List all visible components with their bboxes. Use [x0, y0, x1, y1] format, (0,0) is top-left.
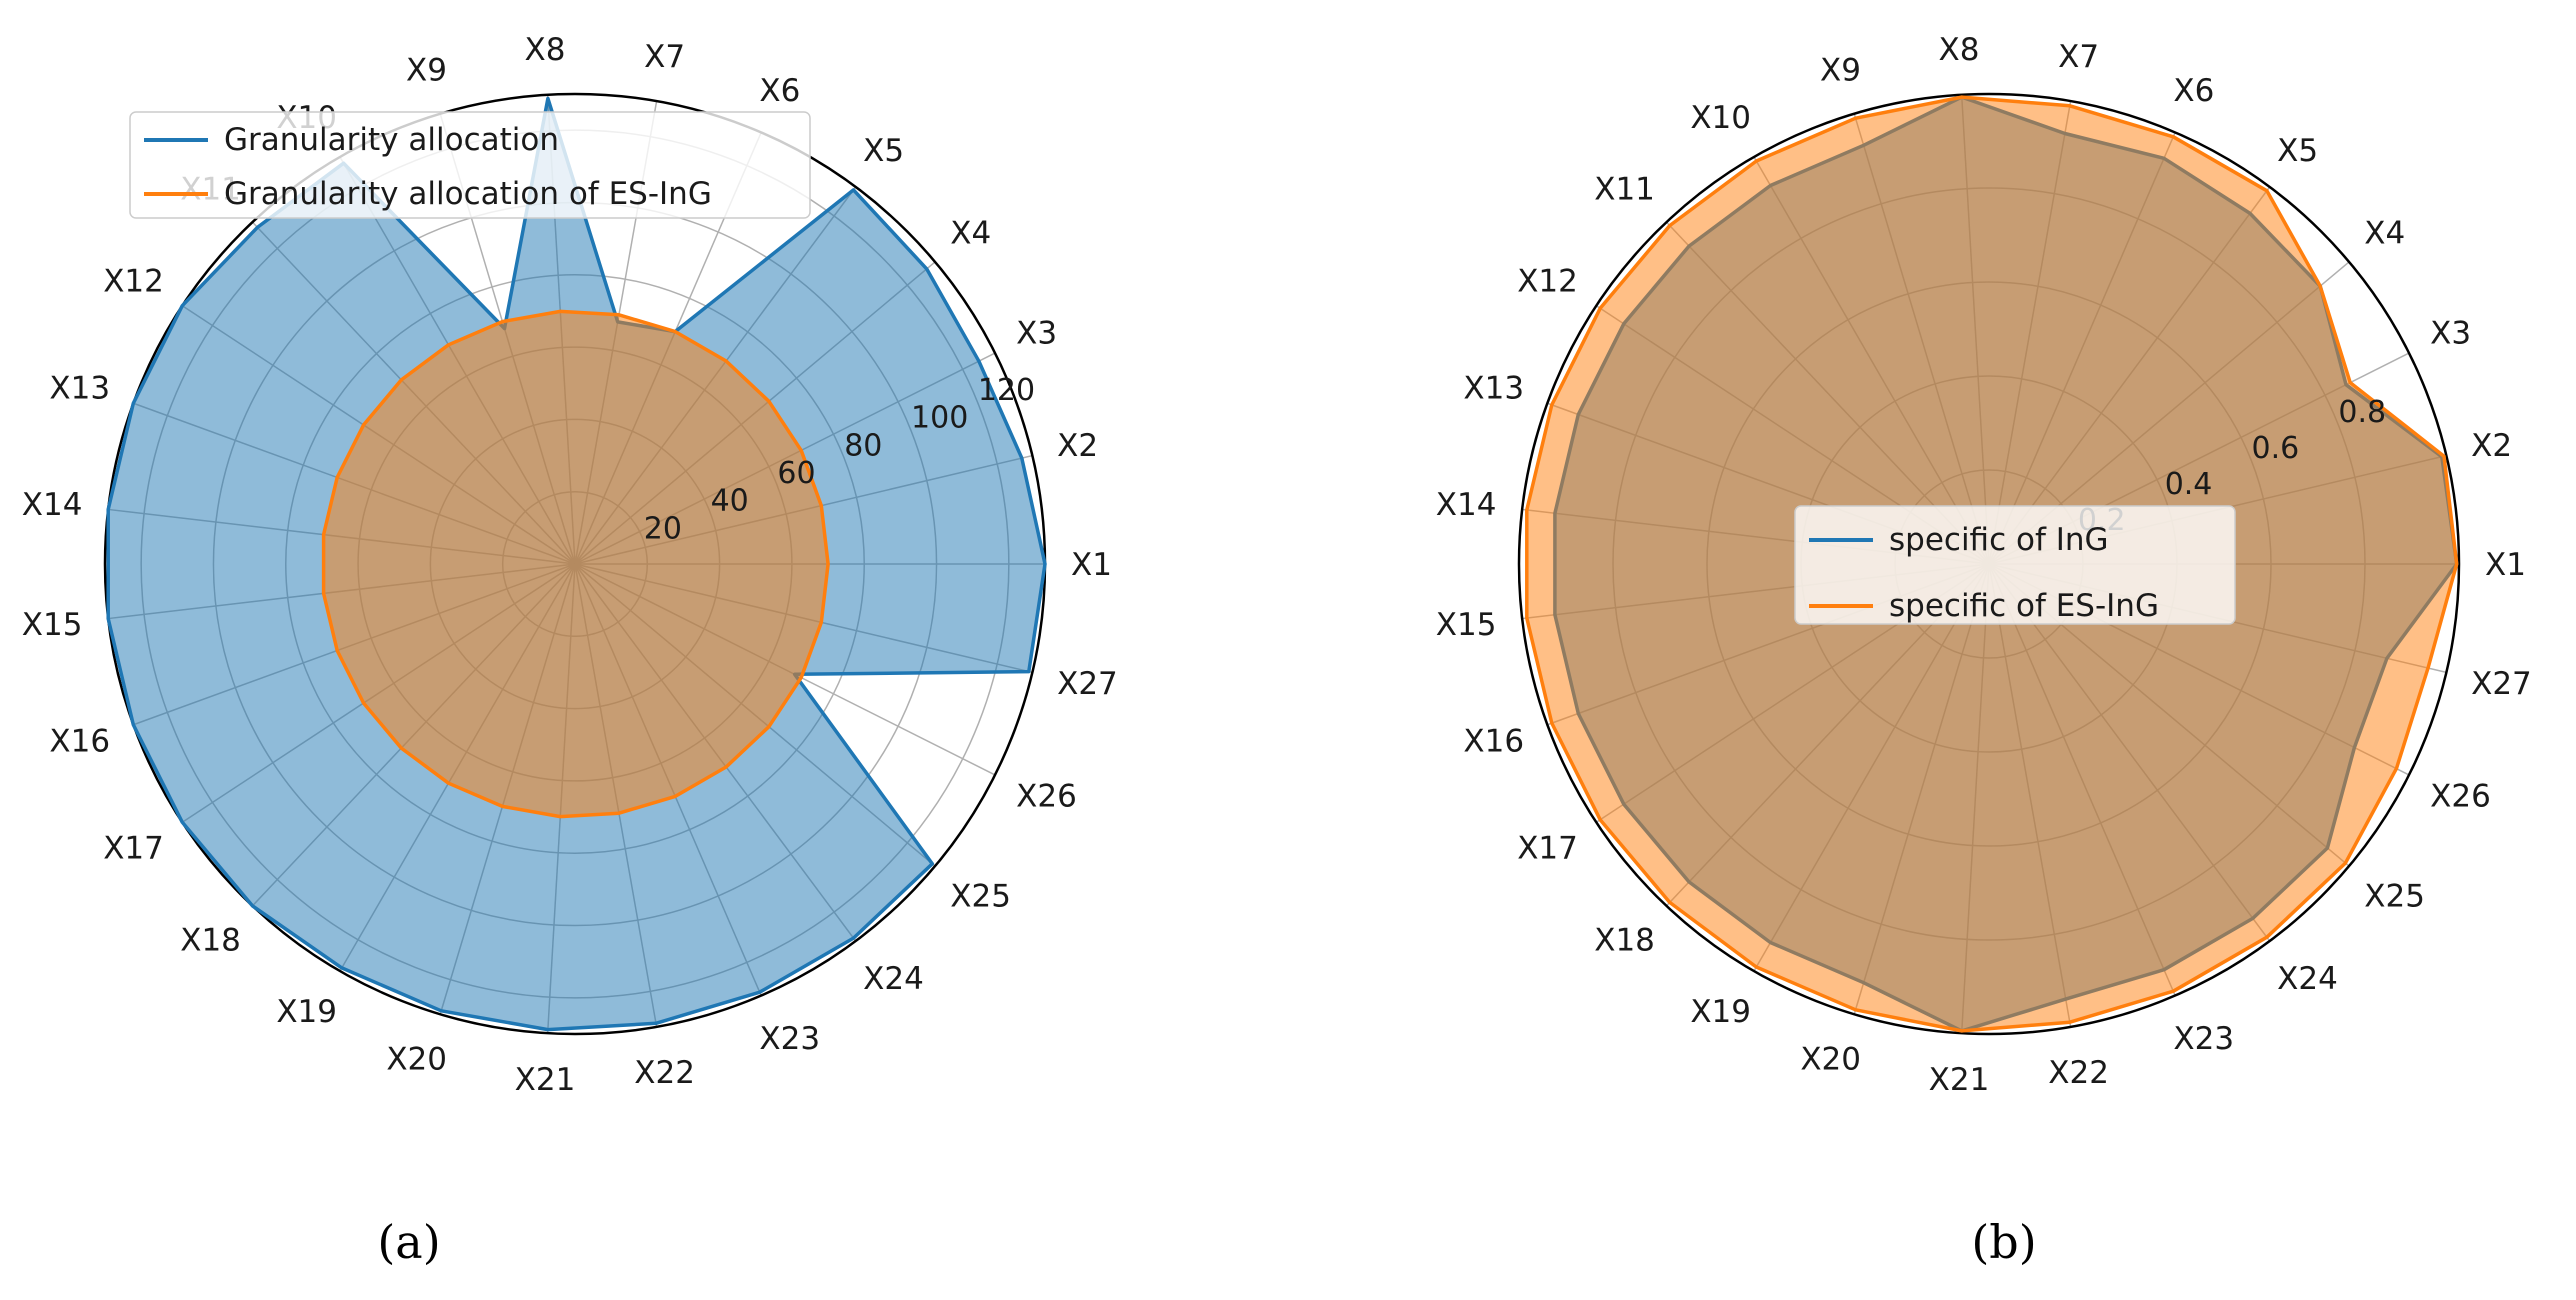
- category-label-x2: X2: [2471, 428, 2512, 464]
- category-label-x24: X24: [2277, 961, 2338, 997]
- category-label-x22: X22: [634, 1055, 695, 1091]
- category-label-x27: X27: [1057, 666, 1118, 702]
- radial-tick-label: 0.8: [2338, 395, 2386, 430]
- legend-label-1: Granularity allocation: [224, 122, 559, 158]
- category-label-x12: X12: [103, 263, 164, 299]
- category-label-x17: X17: [1517, 831, 1578, 867]
- category-label-x18: X18: [180, 922, 241, 958]
- category-label-x25: X25: [2364, 879, 2425, 915]
- radial-tick-label: 0.6: [2252, 431, 2300, 466]
- radial-tick-label: 100: [911, 401, 968, 436]
- legend-label-1: specific of InG: [1889, 522, 2109, 558]
- category-label-x9: X9: [406, 53, 447, 89]
- series-line-1: [106, 96, 1047, 1032]
- category-label-x13: X13: [1463, 371, 1524, 407]
- category-label-x6: X6: [2173, 73, 2214, 109]
- category-label-x5: X5: [863, 133, 904, 169]
- category-label-x14: X14: [22, 487, 83, 523]
- category-label-x12: X12: [1517, 263, 1578, 299]
- radar-series-a: [106, 96, 1047, 1032]
- category-label-x15: X15: [1436, 607, 1497, 643]
- radial-tick-label: 80: [844, 428, 882, 463]
- series-line-2: [1525, 95, 2459, 1033]
- legend-b: specific of InG specific of ES-InG: [1794, 505, 2236, 625]
- category-label-x22: X22: [2048, 1055, 2109, 1091]
- legend-a: Granularity allocation Granularity alloca…: [129, 111, 811, 219]
- category-label-x16: X16: [49, 723, 110, 759]
- category-label-x15: X15: [22, 607, 83, 643]
- category-label-x4: X4: [2364, 215, 2405, 251]
- radial-tick-label: 0.4: [2165, 467, 2213, 502]
- legend-box: [1794, 505, 2236, 625]
- category-label-x8: X8: [1939, 32, 1980, 68]
- category-label-x26: X26: [1016, 779, 1077, 815]
- category-label-x27: X27: [2471, 666, 2532, 702]
- category-label-x7: X7: [644, 39, 685, 75]
- radar-chart-a: 20 40 60 80 100 120 X1X2X3X4X5X6X7X8X9X10X11X…: [22, 32, 1118, 1098]
- caption-b: (b): [1971, 1215, 2036, 1269]
- category-label-x1: X1: [1071, 547, 1112, 583]
- radial-tick-label: 20: [644, 511, 682, 546]
- radial-tick-label: 120: [978, 373, 1035, 408]
- category-label-x14: X14: [1436, 487, 1497, 523]
- category-label-x3: X3: [2430, 315, 2471, 351]
- radar-chart-b: 0.20.40.60.8 X1X2X3X4X5X6X7X8X9X10X11X12…: [1436, 32, 2532, 1098]
- category-label-x24: X24: [863, 961, 924, 997]
- series-line-2: [321, 309, 830, 819]
- legend-label-2: specific of ES-InG: [1889, 588, 2159, 624]
- radial-tick-label: 60: [777, 456, 815, 491]
- category-label-x18: X18: [1594, 922, 1655, 958]
- category-label-x17: X17: [103, 831, 164, 867]
- legend-box: [129, 111, 811, 219]
- radial-tick-label: 40: [711, 484, 749, 519]
- category-label-x8: X8: [525, 32, 566, 68]
- category-label-x23: X23: [2173, 1021, 2234, 1057]
- category-label-x9: X9: [1820, 53, 1861, 89]
- category-label-x16: X16: [1463, 723, 1524, 759]
- caption-a: (a): [377, 1215, 440, 1269]
- radial-ticks-a: 20 40 60 80 100 120: [644, 373, 1035, 546]
- category-labels-b: X1 X2 X3 X4 X5 X6 X7 X8 X9 X10 X11 X12 X13 X14 X15 X16 X…: [1436, 32, 2532, 1098]
- category-label-x25: X25: [950, 879, 1011, 915]
- category-label-x19: X19: [276, 994, 337, 1030]
- legend-label-2: Granularity allocation of ES-InG: [224, 176, 712, 212]
- category-label-x6: X6: [759, 73, 800, 109]
- category-label-x1: X1: [2485, 547, 2526, 583]
- category-label-x11: X11: [1594, 172, 1655, 208]
- category-label-x7: X7: [2058, 39, 2099, 75]
- series-area-2: [323, 311, 829, 817]
- category-labels-a: X1X2X3X4X5X6X7X8X9X10X11X12X13X14X15X16X…: [22, 32, 1118, 1098]
- category-label-x4: X4: [950, 215, 991, 251]
- category-label-x20: X20: [386, 1041, 447, 1077]
- category-label-x20: X20: [1800, 1041, 1861, 1077]
- category-label-x5: X5: [2277, 133, 2318, 169]
- category-label-x10: X10: [1690, 100, 1751, 136]
- category-label-x26: X26: [2430, 779, 2491, 815]
- category-label-x21: X21: [1929, 1062, 1990, 1098]
- category-label-x19: X19: [1690, 994, 1751, 1030]
- polar-frame: [1517, 92, 2461, 1036]
- category-label-x2: X2: [1057, 428, 1098, 464]
- category-label-x21: X21: [515, 1062, 576, 1098]
- category-label-x13: X13: [49, 371, 110, 407]
- category-label-x3: X3: [1016, 315, 1057, 351]
- category-label-x23: X23: [759, 1021, 820, 1057]
